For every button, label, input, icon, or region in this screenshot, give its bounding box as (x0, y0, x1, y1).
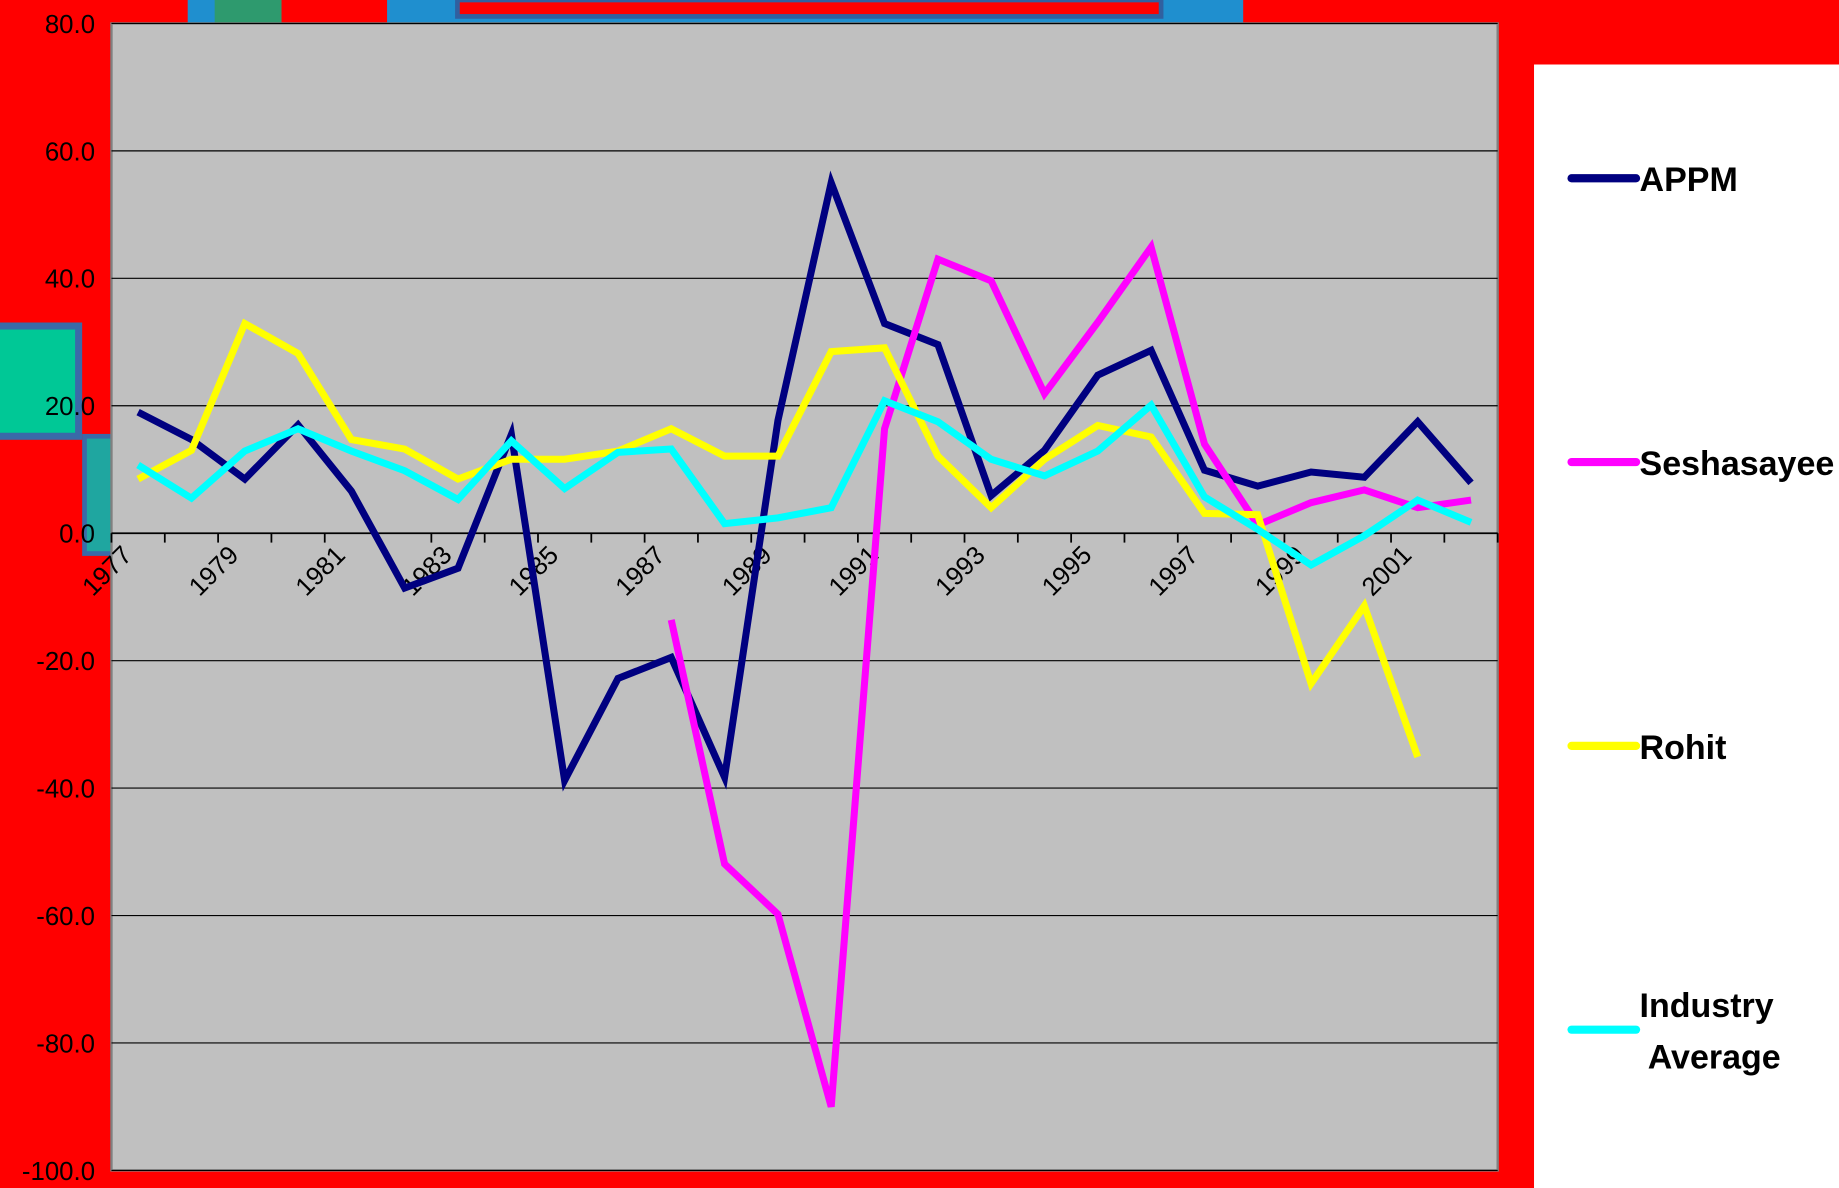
y-tick-label: 0.0 (59, 521, 95, 549)
plot-area (110, 22, 1499, 1172)
series-line (667, 238, 1472, 1108)
y-tick-label: 80.0 (45, 11, 95, 39)
y-tick-label: -20.0 (36, 648, 95, 676)
decoration (0, 322, 83, 440)
legend-label: Industry Average (1640, 987, 1781, 1077)
legend (1534, 64, 1839, 1188)
y-tick-label: -40.0 (36, 775, 95, 803)
legend-label: Seshasayee (1640, 445, 1835, 483)
series-line (136, 170, 1474, 792)
y-tick-label: -100.0 (22, 1158, 95, 1186)
series-line (136, 318, 1422, 759)
y-tick-label: 20.0 (45, 393, 95, 421)
legend-label: Rohit (1640, 729, 1727, 767)
decoration (281, 0, 388, 24)
y-tick-label: -60.0 (36, 903, 95, 931)
series-line (136, 396, 1473, 570)
decoration (455, 0, 1164, 19)
y-tick-label: 60.0 (45, 138, 95, 166)
legend-label: APPM (1640, 161, 1738, 199)
decoration (82, 433, 117, 556)
decoration (214, 0, 282, 24)
y-tick-label: 40.0 (45, 266, 95, 294)
y-tick-label: -80.0 (36, 1030, 95, 1058)
